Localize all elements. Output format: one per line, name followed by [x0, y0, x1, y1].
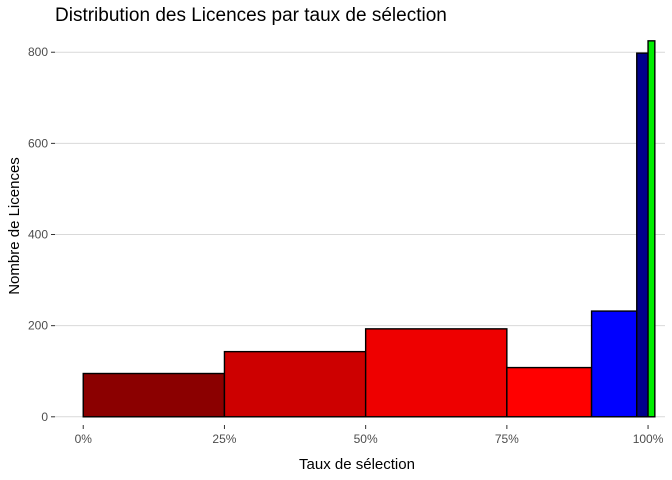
histogram-bar	[223, 350, 367, 418]
y-tick-label: 0	[41, 410, 48, 424]
y-tick-label: 800	[28, 45, 48, 59]
x-tick-label: 100%	[633, 432, 664, 446]
y-tick-label: 200	[28, 319, 48, 333]
x-tick-label: 0%	[75, 432, 93, 446]
x-axis-title: Taux de sélection	[299, 456, 415, 473]
y-tick-label: 400	[28, 228, 48, 242]
chart-title: Distribution des Licences par taux de sé…	[55, 5, 447, 26]
histogram-bar	[590, 310, 638, 418]
histogram-bar	[647, 40, 656, 418]
histogram-bar	[82, 372, 226, 418]
histogram-bar	[636, 52, 649, 418]
y-axis-title: Nombre de Licences	[6, 157, 23, 295]
y-tick-label: 600	[28, 136, 48, 150]
x-tick-label: 75%	[495, 432, 519, 446]
x-tick-label: 25%	[212, 432, 236, 446]
x-tick-label: 50%	[354, 432, 378, 446]
x-axis: 0% 25% 50% 75% 100%	[75, 425, 664, 446]
histogram-bar	[364, 328, 508, 418]
histogram-bar	[506, 366, 593, 418]
histogram-bars	[82, 40, 656, 418]
y-axis: 0 200 400 600 800	[28, 45, 55, 424]
